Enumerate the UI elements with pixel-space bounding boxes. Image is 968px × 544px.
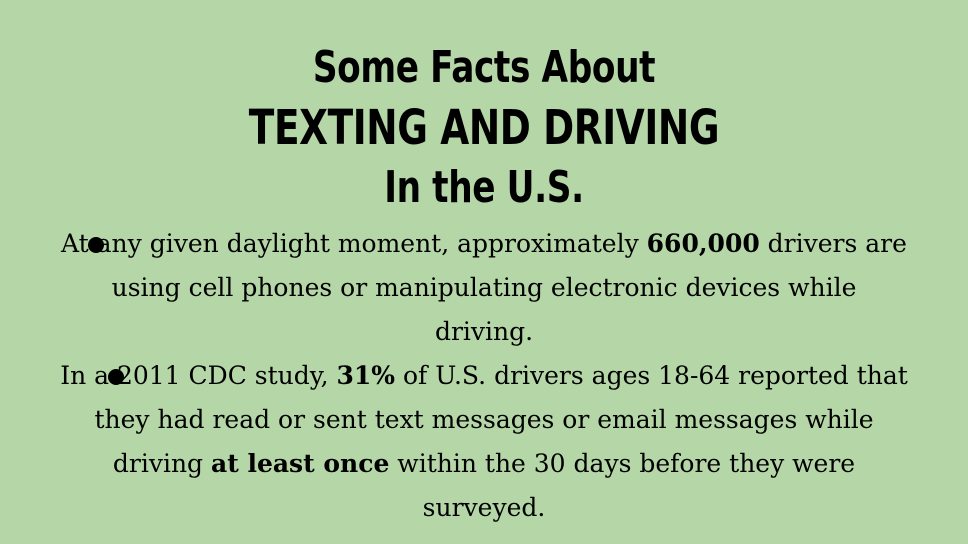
- bullet-text: In a 2011 CDC study, 31% of U.S. drivers…: [60, 361, 908, 522]
- title-line-1: Some Facts About: [312, 42, 656, 93]
- bullet-dot-icon: [88, 237, 104, 253]
- bullet-text: At any given daylight moment, approximat…: [61, 229, 907, 346]
- title-line-2: TEXTING AND DRIVING: [248, 100, 720, 156]
- title-line-3: In the U.S.: [384, 162, 584, 213]
- bullet-item: In a 2011 CDC study, 31% of U.S. drivers…: [60, 354, 908, 530]
- slide-title: Some Facts About TEXTING AND DRIVING In …: [106, 38, 861, 218]
- bullet-list: At any given daylight moment, approximat…: [60, 222, 908, 530]
- bullet-dot-icon: [108, 369, 124, 385]
- bullet-item: At any given daylight moment, approximat…: [60, 222, 908, 354]
